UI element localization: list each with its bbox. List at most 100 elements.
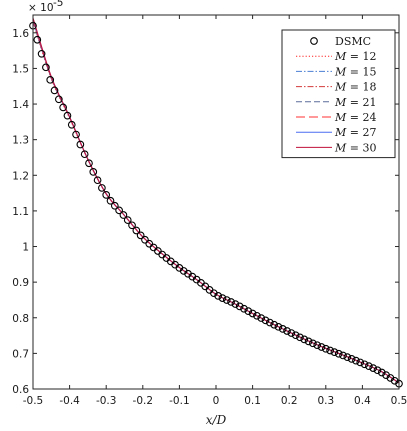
- series-line-7: [32, 17, 400, 384]
- dsmc-marker: [158, 250, 167, 259]
- dsmc-marker: [227, 298, 235, 306]
- dsmc-marker: [76, 140, 85, 149]
- dsmc-marker: [304, 337, 313, 346]
- legend-label: M = 15: [334, 65, 376, 78]
- dsmc-marker: [313, 341, 322, 350]
- y-tick-label: 0.8: [12, 313, 29, 325]
- dsmc-marker: [80, 150, 89, 159]
- dsmc-marker: [85, 159, 93, 168]
- x-tick-label: -0.4: [59, 395, 80, 407]
- dsmc-marker: [377, 368, 386, 377]
- dsmc-marker: [347, 355, 356, 363]
- y-tick-label: 0.6: [12, 384, 29, 396]
- y-tick-label: 1: [22, 242, 29, 254]
- dsmc-marker: [296, 333, 304, 342]
- dsmc-marker: [240, 304, 248, 313]
- axis-ticks: [32, 15, 400, 390]
- y-tick-label: 1.6: [12, 28, 29, 40]
- dsmc-marker: [356, 358, 365, 367]
- plot-markers: [29, 21, 403, 388]
- dsmc-marker: [214, 292, 222, 300]
- x-tick-label: 0.2: [281, 395, 298, 407]
- legend-label: M = 18: [334, 81, 376, 94]
- dsmc-marker: [59, 103, 67, 112]
- x-tick-label: -0.1: [169, 395, 190, 407]
- dsmc-marker: [154, 247, 162, 255]
- dsmc-marker: [149, 243, 158, 252]
- dsmc-marker: [253, 311, 261, 320]
- dsmc-marker: [93, 176, 102, 185]
- dsmc-marker: [102, 191, 111, 199]
- dsmc-marker: [98, 184, 106, 192]
- legend-label: M = 12: [334, 50, 376, 63]
- dsmc-marker: [330, 348, 339, 356]
- x-axis-title: x/D: [206, 413, 227, 427]
- y-tick-label: 1.4: [12, 99, 29, 111]
- axis-tick-labels: -0.5 -0.4 -0.3 -0.2 -0.1 0 0.1 0.2 0.3 0.4 0.5 0.6 0…: [12, 28, 407, 407]
- dsmc-marker: [46, 75, 55, 84]
- legend-label: DSMC: [335, 35, 371, 48]
- dsmc-marker: [334, 349, 343, 358]
- dsmc-marker: [67, 120, 76, 129]
- dsmc-marker: [50, 86, 59, 95]
- dsmc-marker: [110, 201, 119, 210]
- dsmc-marker: [291, 331, 300, 340]
- dsmc-marker: [321, 344, 330, 353]
- dsmc-marker: [287, 329, 296, 337]
- dsmc-marker: [261, 316, 270, 325]
- dsmc-marker: [63, 111, 72, 120]
- y-tick-label: 0.9: [12, 277, 29, 289]
- dsmc-marker: [265, 318, 274, 327]
- dsmc-marker: [360, 360, 369, 369]
- x-tick-label: 0.1: [244, 395, 261, 407]
- legend-marker: [310, 37, 318, 45]
- dsmc-marker: [123, 216, 132, 224]
- legend-label: M = 24: [334, 111, 376, 124]
- plot-lines: [32, 17, 400, 384]
- dsmc-marker: [136, 231, 145, 240]
- dsmc-marker: [106, 196, 115, 205]
- dsmc-marker: [231, 300, 240, 308]
- y-multiplier-exponent: -5: [53, 0, 63, 9]
- dsmc-marker: [369, 364, 378, 372]
- dsmc-marker: [309, 339, 317, 348]
- legend-label: M = 30: [334, 141, 376, 154]
- dsmc-marker: [128, 221, 136, 230]
- dsmc-marker: [119, 211, 128, 219]
- dsmc-marker: [365, 362, 373, 371]
- y-tick-label: 1.3: [12, 135, 29, 147]
- dsmc-marker: [274, 322, 283, 331]
- x-tick-label: -0.2: [133, 395, 154, 407]
- dsmc-marker: [42, 63, 50, 72]
- dsmc-marker: [54, 95, 63, 104]
- y-tick-label: 0.7: [12, 348, 29, 360]
- dsmc-marker: [145, 239, 154, 248]
- dsmc-marker: [343, 353, 352, 362]
- dsmc-marker: [300, 335, 309, 344]
- dsmc-marker: [72, 130, 80, 139]
- dsmc-marker: [218, 294, 227, 302]
- dsmc-marker: [278, 325, 287, 333]
- dsmc-marker: [373, 366, 382, 375]
- dsmc-marker: [37, 49, 46, 58]
- legend-label: M = 27: [334, 126, 376, 139]
- dsmc-marker: [283, 327, 291, 335]
- dsmc-marker: [352, 356, 360, 365]
- x-tick-label: 0.4: [354, 395, 371, 407]
- dsmc-marker: [89, 168, 98, 176]
- y-tick-label: 1.5: [12, 63, 29, 75]
- dsmc-marker: [235, 302, 244, 311]
- dsmc-marker: [244, 307, 253, 315]
- dsmc-marker: [33, 35, 42, 44]
- dsmc-marker: [326, 346, 334, 355]
- dsmc-marker: [248, 309, 257, 318]
- dsmc-marker: [141, 235, 149, 244]
- dsmc-marker: [317, 343, 326, 351]
- x-tick-label: -0.3: [96, 395, 117, 407]
- x-tick-label: 0: [213, 395, 220, 407]
- dsmc-marker: [115, 206, 123, 215]
- y-multiplier-label: × 10: [28, 2, 54, 14]
- legend-label: M = 21: [334, 96, 376, 109]
- dsmc-marker: [257, 314, 266, 322]
